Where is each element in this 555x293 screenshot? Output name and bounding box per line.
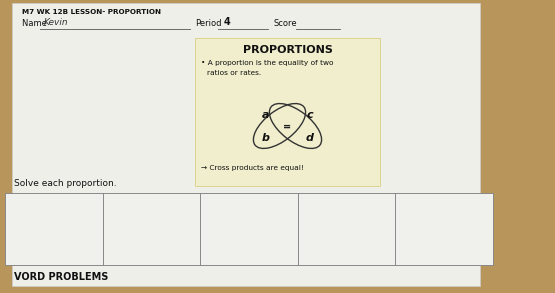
Text: Solve each proportion.: Solve each proportion. (14, 179, 117, 188)
Text: a: a (262, 110, 269, 120)
Text: M7 WK 12B LESSON- PROPORTION: M7 WK 12B LESSON- PROPORTION (22, 9, 161, 15)
Text: c: c (306, 110, 313, 120)
Text: Name: Name (22, 19, 49, 28)
Text: VORD PROBLEMS: VORD PROBLEMS (14, 272, 108, 282)
Text: d: d (305, 133, 314, 143)
Text: 4: 4 (224, 17, 231, 27)
Text: → Cross products are equal!: → Cross products are equal! (201, 165, 304, 171)
Text: • A proportion is the equality of two: • A proportion is the equality of two (201, 60, 334, 66)
Text: =: = (284, 122, 291, 132)
Text: b: b (261, 133, 270, 143)
FancyBboxPatch shape (195, 38, 380, 186)
Text: Score: Score (273, 19, 296, 28)
FancyBboxPatch shape (12, 3, 480, 286)
Text: ratios or rates.: ratios or rates. (207, 70, 261, 76)
Text: PROPORTIONS: PROPORTIONS (243, 45, 332, 55)
Text: Period: Period (195, 19, 221, 28)
FancyBboxPatch shape (5, 193, 493, 265)
Text: Kevin: Kevin (44, 18, 69, 27)
